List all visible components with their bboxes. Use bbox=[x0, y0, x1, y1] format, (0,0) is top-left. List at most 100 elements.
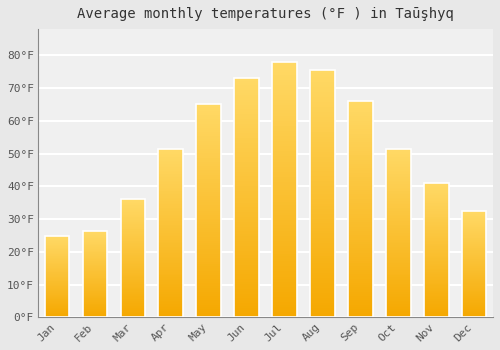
Bar bbox=[272, 276, 297, 279]
Bar bbox=[424, 218, 448, 219]
Bar bbox=[120, 303, 145, 304]
Bar bbox=[120, 240, 145, 241]
Bar bbox=[272, 228, 297, 231]
Bar bbox=[82, 259, 108, 260]
Bar bbox=[120, 276, 145, 278]
Bar bbox=[462, 237, 486, 238]
Bar bbox=[424, 237, 448, 238]
Bar bbox=[386, 152, 410, 154]
Bar bbox=[348, 110, 372, 112]
Bar bbox=[234, 128, 259, 131]
Bar bbox=[234, 105, 259, 107]
Bar bbox=[196, 153, 221, 156]
Bar bbox=[424, 184, 448, 186]
Bar bbox=[424, 205, 448, 206]
Bar bbox=[424, 311, 448, 312]
Bar bbox=[386, 265, 410, 267]
Bar bbox=[310, 310, 335, 313]
Bar bbox=[348, 209, 372, 211]
Bar bbox=[196, 156, 221, 158]
Bar bbox=[82, 237, 108, 238]
Bar bbox=[272, 67, 297, 70]
Bar bbox=[158, 284, 183, 286]
Bar bbox=[310, 191, 335, 194]
Bar bbox=[82, 247, 108, 248]
Bar bbox=[462, 278, 486, 279]
Bar bbox=[310, 303, 335, 305]
Bar bbox=[272, 213, 297, 215]
Bar bbox=[462, 217, 486, 218]
Bar bbox=[158, 201, 183, 203]
Bar bbox=[234, 291, 259, 294]
Bar bbox=[44, 284, 70, 285]
Bar bbox=[234, 203, 259, 205]
Bar bbox=[234, 219, 259, 222]
Bar bbox=[44, 260, 70, 261]
Bar bbox=[310, 248, 335, 251]
Bar bbox=[196, 296, 221, 298]
Bar bbox=[424, 225, 448, 226]
Bar bbox=[158, 258, 183, 260]
Bar bbox=[82, 285, 108, 286]
Bar bbox=[310, 280, 335, 283]
Bar bbox=[272, 243, 297, 246]
Bar bbox=[158, 294, 183, 295]
Bar bbox=[424, 238, 448, 239]
Bar bbox=[310, 142, 335, 144]
Bar bbox=[120, 214, 145, 215]
Bar bbox=[120, 218, 145, 219]
Bar bbox=[44, 295, 70, 296]
Bar bbox=[196, 166, 221, 168]
Bar bbox=[462, 310, 486, 311]
Bar bbox=[272, 70, 297, 72]
Bar bbox=[386, 166, 410, 167]
Bar bbox=[462, 218, 486, 219]
Bar bbox=[462, 223, 486, 224]
Bar bbox=[120, 273, 145, 274]
Bar bbox=[234, 167, 259, 169]
Bar bbox=[158, 213, 183, 215]
Bar bbox=[348, 311, 372, 313]
Bar bbox=[424, 230, 448, 231]
Bar bbox=[120, 307, 145, 308]
Bar bbox=[44, 289, 70, 290]
Bar bbox=[82, 316, 108, 317]
Bar bbox=[120, 202, 145, 203]
Bar bbox=[158, 181, 183, 182]
Bar bbox=[44, 275, 70, 276]
Bar bbox=[272, 187, 297, 190]
Bar bbox=[462, 295, 486, 296]
Bar bbox=[158, 307, 183, 309]
Bar bbox=[424, 304, 448, 306]
Bar bbox=[120, 300, 145, 301]
Bar bbox=[44, 305, 70, 306]
Bar bbox=[462, 257, 486, 258]
Bar bbox=[310, 258, 335, 261]
Bar bbox=[310, 159, 335, 162]
Title: Average monthly temperatures (°F ) in Taūşhyq: Average monthly temperatures (°F ) in Ta… bbox=[77, 7, 454, 21]
Bar bbox=[348, 136, 372, 138]
Bar bbox=[120, 253, 145, 254]
Bar bbox=[234, 265, 259, 267]
Bar bbox=[158, 179, 183, 181]
Bar bbox=[462, 214, 486, 215]
Bar bbox=[82, 234, 108, 235]
Bar bbox=[462, 254, 486, 255]
Bar bbox=[158, 274, 183, 275]
Bar bbox=[234, 215, 259, 217]
Bar bbox=[310, 174, 335, 176]
Bar bbox=[158, 218, 183, 219]
Bar bbox=[234, 306, 259, 308]
Bar bbox=[272, 307, 297, 310]
Bar bbox=[120, 201, 145, 202]
Bar bbox=[386, 289, 410, 290]
Bar bbox=[462, 286, 486, 287]
Bar bbox=[158, 189, 183, 191]
Bar bbox=[462, 287, 486, 288]
Bar bbox=[310, 229, 335, 231]
Bar bbox=[272, 169, 297, 172]
Bar bbox=[234, 78, 259, 317]
Bar bbox=[310, 236, 335, 238]
Bar bbox=[196, 226, 221, 228]
Bar bbox=[310, 214, 335, 216]
